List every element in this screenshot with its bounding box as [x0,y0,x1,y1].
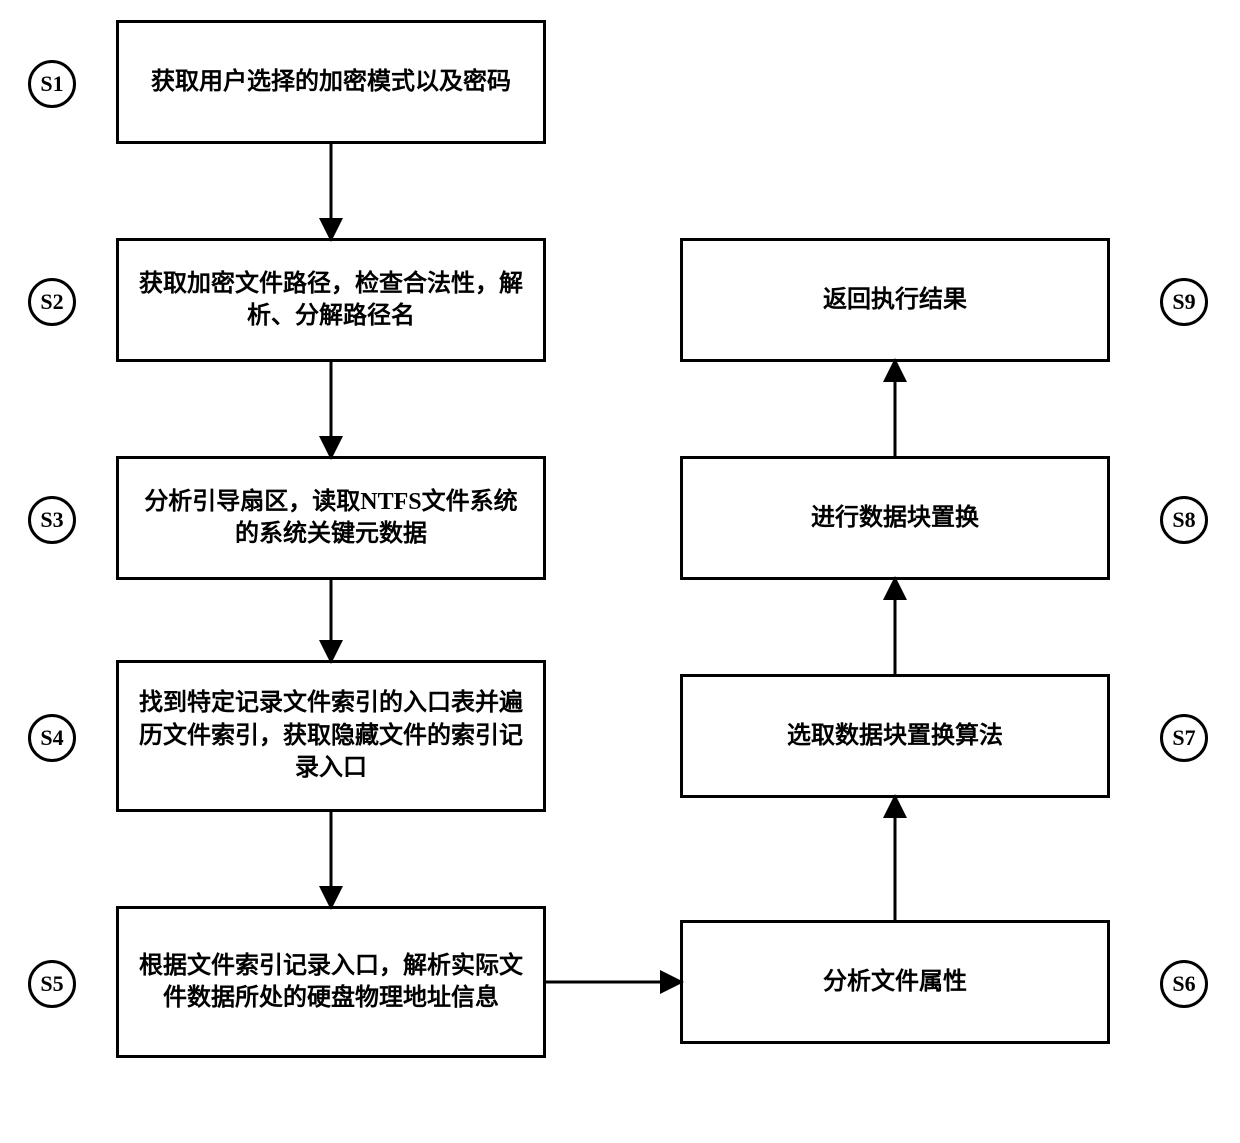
flow-node-text: 获取加密文件路径，检查合法性，解析、分解路径名 [135,268,527,333]
flow-node-s9: 返回执行结果 [680,238,1110,362]
flow-node-text: 根据文件索引记录入口，解析实际文件数据所处的硬盘物理地址信息 [135,950,527,1015]
flow-node-text: 分析文件属性 [823,966,967,998]
step-label-text: S4 [40,725,63,751]
step-label-s3: S3 [28,496,76,544]
flow-node-s4: 找到特定记录文件索引的入口表并遍历文件索引，获取隐藏文件的索引记录入口 [116,660,546,812]
flow-node-s6: 分析文件属性 [680,920,1110,1044]
flow-node-s3: 分析引导扇区，读取NTFS文件系统的系统关键元数据 [116,456,546,580]
flow-node-text: 返回执行结果 [823,284,967,316]
step-label-text: S1 [40,71,63,97]
step-label-s7: S7 [1160,714,1208,762]
step-label-text: S5 [40,971,63,997]
flow-node-s8: 进行数据块置换 [680,456,1110,580]
step-label-s2: S2 [28,278,76,326]
step-label-s5: S5 [28,960,76,1008]
step-label-s4: S4 [28,714,76,762]
step-label-text: S8 [1172,507,1195,533]
flow-node-s7: 选取数据块置换算法 [680,674,1110,798]
flow-node-s1: 获取用户选择的加密模式以及密码 [116,20,546,144]
step-label-text: S2 [40,289,63,315]
step-label-text: S9 [1172,289,1195,315]
step-label-text: S7 [1172,725,1195,751]
flow-node-text: 获取用户选择的加密模式以及密码 [151,66,511,98]
flow-node-s2: 获取加密文件路径，检查合法性，解析、分解路径名 [116,238,546,362]
flow-node-s5: 根据文件索引记录入口，解析实际文件数据所处的硬盘物理地址信息 [116,906,546,1058]
flow-node-text: 分析引导扇区，读取NTFS文件系统的系统关键元数据 [135,486,527,551]
flow-node-text: 找到特定记录文件索引的入口表并遍历文件索引，获取隐藏文件的索引记录入口 [135,687,527,784]
step-label-s1: S1 [28,60,76,108]
step-label-s8: S8 [1160,496,1208,544]
flow-node-text: 选取数据块置换算法 [787,720,1003,752]
step-label-s6: S6 [1160,960,1208,1008]
step-label-text: S3 [40,507,63,533]
step-label-s9: S9 [1160,278,1208,326]
flowchart-canvas: S1 S2 S3 S4 S5 S6 S7 S8 S9 获取用户选择的加密模式以及… [0,0,1240,1143]
step-label-text: S6 [1172,971,1195,997]
flow-node-text: 进行数据块置换 [811,502,979,534]
